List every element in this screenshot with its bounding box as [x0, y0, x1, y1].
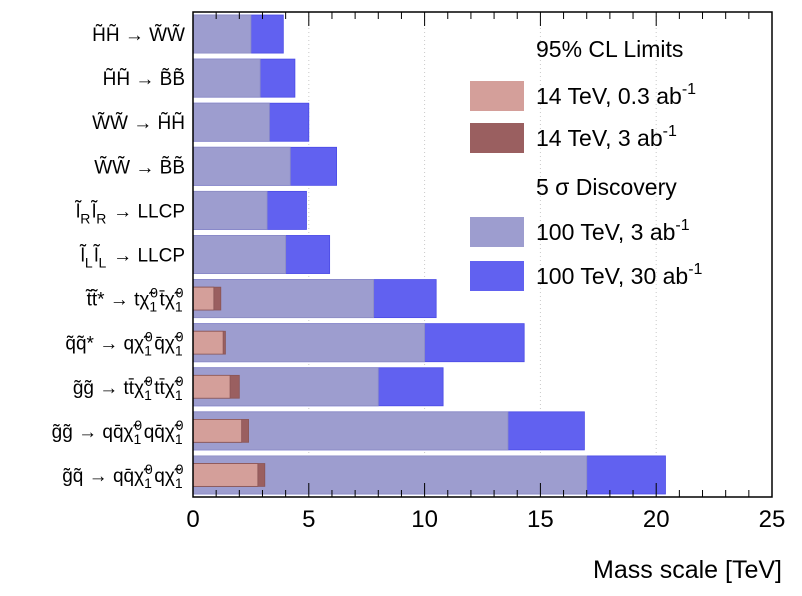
y-category-label: q̃q̃* → qχ̃10 q̄χ̃10 — [65, 329, 185, 359]
legend-entry-label: 14 TeV, 3 ab-1 — [536, 123, 677, 151]
y-category-label: H̃H̃ → W̃W̃ — [92, 24, 185, 46]
bars — [192, 14, 666, 495]
plot-border — [192, 11, 773, 498]
x-tick-label: 10 — [411, 506, 438, 533]
x-tick-label: 25 — [759, 506, 786, 533]
bar — [192, 323, 426, 363]
x-axis-title: Mass scale [TeV] — [593, 556, 782, 584]
legend-header-discovery: 5 σ Discovery — [536, 174, 677, 200]
y-category-label: l̃L l̃L → LLCP — [79, 244, 185, 271]
legend-swatch — [470, 261, 524, 291]
bar — [192, 235, 287, 274]
bar — [192, 374, 231, 399]
legend-entry-label: 14 TeV, 0.3 ab-1 — [536, 81, 696, 109]
bar — [192, 190, 268, 230]
x-tick-label: 15 — [527, 506, 554, 533]
bar — [192, 14, 252, 54]
legend-entry-label: 100 TeV, 30 ab-1 — [536, 261, 703, 289]
legend-swatch — [470, 123, 524, 153]
bar — [192, 58, 261, 98]
legend-entry-label: 100 TeV, 3 ab-1 — [536, 217, 690, 245]
bar — [192, 102, 270, 142]
bar — [192, 330, 224, 355]
y-category-label: W̃W̃ → H̃H̃ — [92, 112, 185, 134]
legend-swatch — [470, 81, 524, 111]
y-category-label: g̃q̃ → qq̄χ̃10 qχ̃10 — [62, 461, 185, 491]
category-labels: H̃H̃ → W̃W̃ H̃H̃ → B̃B̃ W̃W̃ → H̃H̃ W̃W̃ → … — [52, 24, 185, 491]
plot-frame: 0 5 10 15 20 25 — [186, 11, 786, 533]
y-category-label: W̃W̃ → B̃B̃ — [94, 156, 185, 178]
bar — [192, 419, 243, 443]
legend-header-limits: 95% CL Limits — [536, 36, 683, 62]
bar — [192, 463, 259, 487]
bar — [192, 286, 215, 311]
legend: 95% CL Limits 14 TeV, 0.3 ab-1 14 TeV, 3 a… — [470, 36, 703, 291]
y-category-label: l̃R l̃R → LLCP — [74, 200, 185, 227]
legend-swatch — [470, 217, 524, 247]
y-category-label: H̃H̃ → B̃B̃ — [103, 68, 185, 90]
x-tick-label: 5 — [302, 506, 315, 533]
bar — [192, 279, 375, 319]
x-tick-label: 20 — [643, 506, 670, 533]
x-tick-label: 0 — [186, 506, 199, 533]
y-category-label: t̃t̃* → tχ̃10 t̄χ̃10 — [85, 285, 185, 315]
y-category-label: g̃g̃ → qq̄χ̃10 qq̄χ̃10 — [52, 417, 185, 447]
y-category-label: g̃g̃ → tt̄χ̃10 tt̄χ̃10 — [73, 373, 185, 403]
bar — [192, 146, 291, 186]
